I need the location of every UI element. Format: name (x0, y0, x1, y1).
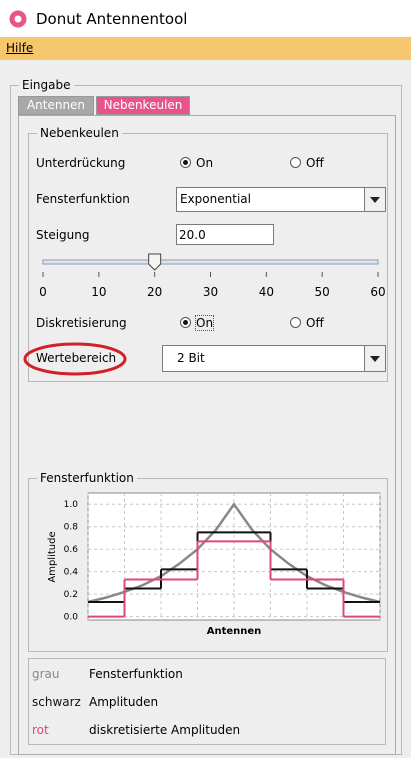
group-title: Eingabe (19, 78, 74, 92)
slider-tick-label: 50 (315, 285, 330, 299)
legend-key: rot (32, 723, 49, 737)
combo-box[interactable]: 2 Bit (162, 345, 386, 372)
slider[interactable]: 0 10 20 30 40 50 60 (30, 250, 390, 302)
highlight-ellipse (23, 342, 127, 376)
slider-tick-label: 30 (203, 285, 218, 299)
plot-area (87, 492, 381, 621)
group-title: Fensterfunktion (37, 471, 137, 485)
combo-arrow[interactable] (364, 346, 385, 371)
label: Wertebereich (36, 351, 117, 365)
combo-arrow[interactable] (364, 188, 385, 211)
radio-button[interactable] (180, 317, 191, 328)
radio-dot (183, 160, 188, 165)
label: Steigung (36, 228, 90, 242)
legend-key: grau (32, 667, 60, 681)
slider-tick-label: 20 (147, 285, 162, 299)
radio-button[interactable] (180, 157, 191, 168)
title-bar: Donut Antennentool (0, 0, 411, 37)
app-icon (9, 10, 27, 28)
label: Diskretisierung (36, 316, 127, 330)
legend-text: Fensterfunktion (89, 667, 183, 681)
combo-value: Exponential (180, 192, 251, 206)
radio-label: On (196, 156, 214, 170)
tab[interactable]: Nebenkeulen (96, 96, 190, 115)
radio-dot (183, 320, 188, 325)
slider-tick-label: 60 (370, 285, 385, 299)
label: Unterdrückung (36, 156, 126, 170)
menu-item[interactable]: Hilfe (6, 41, 34, 55)
slider-tick-label: 0 (39, 285, 47, 299)
group-title: Nebenkeulen (37, 126, 122, 140)
y-tick-label: 0.6 (64, 545, 79, 555)
y-tick-label: 0.8 (64, 523, 79, 533)
slider-track (42, 259, 379, 265)
combo-value: 2 Bit (177, 351, 205, 365)
chart: 0.0 0.2 0.4 0.6 0.8 1.0 Amplitude Antennen (47, 492, 381, 637)
text-field[interactable]: 20.0 (176, 224, 274, 245)
radio-button[interactable] (290, 157, 301, 168)
tab[interactable]: Antennen (18, 96, 94, 115)
y-axis-label: Amplitude (47, 531, 58, 582)
label: Fensterfunktion (36, 192, 130, 206)
radio-label: Off (306, 316, 324, 330)
radio-label: Off (306, 156, 324, 170)
legend: grau Fensterfunktion schwarz Amplituden rot d… (28, 658, 386, 745)
y-tick-label: 1.0 (64, 500, 79, 510)
y-tick-label: 0.2 (64, 590, 78, 600)
chart-group: Fensterfunktion (28, 471, 388, 652)
slider-tick-label: 40 (259, 285, 274, 299)
y-tick-label: 0.0 (64, 613, 79, 623)
radio-label: On (194, 315, 215, 331)
x-axis-label: Antennen (207, 626, 262, 637)
radio-button[interactable] (290, 317, 301, 328)
tab-panel (18, 115, 396, 755)
legend-key: schwarz (32, 695, 81, 709)
legend-text: diskretisierte Amplituden (89, 723, 241, 737)
legend-text: Amplituden (89, 695, 159, 709)
y-tick-label: 0.4 (64, 568, 79, 578)
text-value: 20.0 (179, 228, 206, 242)
slider-tick-label: 10 (91, 285, 106, 299)
sidelobe-group: Nebenkeulen (28, 126, 388, 382)
menu-bar: Hilfe (0, 37, 411, 60)
combo-box[interactable]: Exponential (176, 187, 386, 212)
window-title: Donut Antennentool (36, 10, 188, 28)
slider-thumb (148, 253, 162, 271)
window-curve (87, 502, 381, 604)
